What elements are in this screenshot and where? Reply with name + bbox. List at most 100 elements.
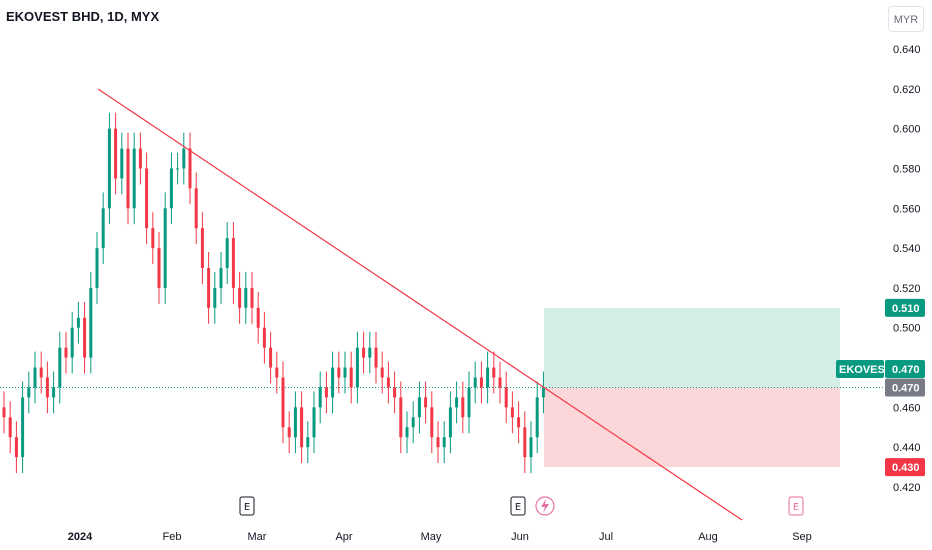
candle [256,291,260,344]
candle-body [368,347,372,358]
candle [145,152,149,245]
candle-body [349,367,353,388]
candle [33,351,37,404]
candle-body [436,437,440,448]
candle-body [250,287,254,308]
earnings-marker[interactable] [788,496,804,516]
candle-body [355,347,359,388]
candle-body [120,148,124,179]
candle [486,351,490,404]
candle-body [83,317,87,358]
time-tick-label: Jul [599,531,613,543]
earnings-marker-label: E [244,502,250,513]
candle [293,391,297,454]
candle [436,421,440,464]
candle [120,132,124,195]
candle [492,351,496,394]
candle [448,391,452,454]
target-zone [544,307,840,388]
candle-body [541,387,545,398]
candle-body [231,238,235,288]
time-axis[interactable]: 2024 Feb Mar Apr May Jun Jul Aug Sep [68,531,812,543]
candle [467,371,471,434]
symbol-price-tag-bg [885,360,925,378]
candle-body [151,228,155,249]
candle-body [300,407,304,448]
time-tick-label: Sep [792,531,812,543]
candle-body [21,397,25,458]
symbol-price-tag: 0.470 [892,364,920,376]
candle [498,361,502,404]
currency-button[interactable]: MYR [888,6,924,32]
candle-body [386,377,390,388]
candle-body [337,367,341,378]
candle-body [442,437,446,448]
earnings-marker-label: E [793,502,799,513]
earnings-marker[interactable] [239,496,255,516]
candle [504,371,508,424]
candle [262,311,266,364]
candle [349,351,353,404]
candle [182,132,186,185]
candle-body [405,427,409,438]
candle-body [107,128,111,209]
candle [14,421,18,474]
candle-body [380,367,384,378]
candle-body [393,387,397,398]
candle-body [207,268,211,308]
candle [535,381,539,454]
candle-body [163,208,167,288]
candle [411,401,415,444]
candle [362,331,366,374]
candle-body [287,427,291,438]
candle-body [169,168,173,209]
candle-body [318,387,322,408]
candle [70,311,74,374]
candle-body [399,397,403,438]
candle-body [8,417,12,438]
earnings-marker[interactable] [510,496,526,516]
candle [355,331,359,404]
candle-body [138,148,142,169]
candle-body [45,377,49,398]
trend-line[interactable] [97,88,743,521]
candle [83,301,87,374]
candle [169,152,173,225]
candle [300,391,304,464]
current-price-tag-bg [885,378,925,397]
candle [405,411,409,454]
candle [126,132,130,225]
candle-body [411,417,415,428]
candle [306,421,310,464]
candle [275,351,279,394]
candle [424,381,428,424]
target-price-tag: 0.510 [892,303,920,315]
candle [461,381,465,434]
candle [473,361,477,404]
candle-body [510,407,514,418]
candle-body [473,377,477,388]
candle-body [213,287,217,308]
candle [331,351,335,414]
candle-body [132,148,136,209]
candle [132,132,136,225]
symbol-tag-bg [836,360,884,378]
candle-body [492,367,496,378]
candle [163,192,167,304]
candle-body [2,407,6,418]
candle [176,152,180,185]
price-axis[interactable]: 0.640 0.620 0.600 0.580 0.560 0.540 0.520 0.500… [893,44,921,494]
candle [238,271,242,324]
candle-body [219,268,223,288]
candle-body [461,397,465,418]
candle [45,361,49,414]
candle-body [194,188,198,229]
candle-body [157,248,161,288]
candlesticks [2,112,545,474]
candle-body [504,387,508,408]
candle-body [362,347,366,358]
candle-body [535,397,539,438]
candle [442,421,446,464]
price-tick-label: 0.640 [893,44,921,56]
